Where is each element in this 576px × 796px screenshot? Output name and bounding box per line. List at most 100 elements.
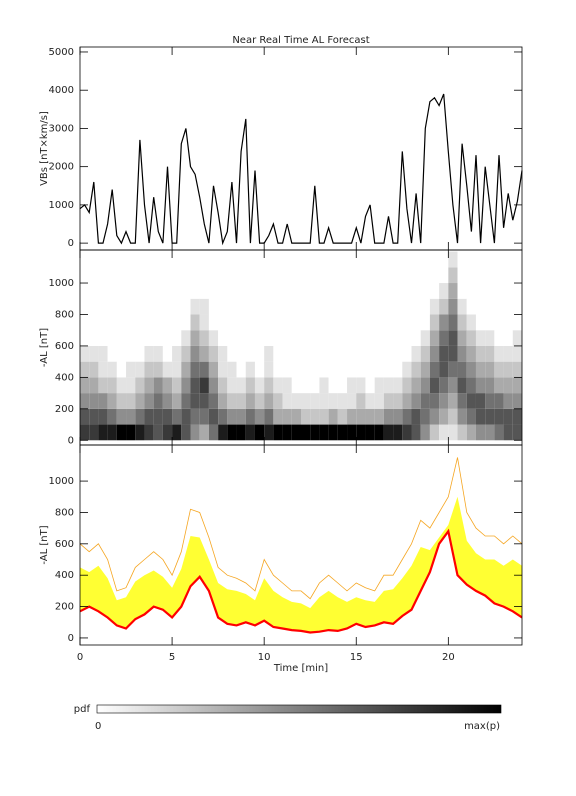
y-tick-label: 0 [68,633,74,644]
pdf-cell [80,251,90,268]
pdf-cell [402,251,412,268]
pdf-cell [254,408,265,425]
pdf-cell [365,408,375,425]
pdf-cell [199,298,209,315]
pdf-cell [457,314,467,331]
pdf-cell [208,393,219,409]
forecast-band [80,496,522,633]
pdf-cell [181,361,191,378]
pdf-cell [116,251,127,268]
pdf-cell [89,298,99,315]
pdf-cell [503,408,513,425]
pdf-cell [172,393,182,409]
pdf-cell [393,314,403,331]
panel [80,251,522,441]
pdf-cell [89,314,99,331]
pdf-cell [475,251,486,268]
pdf-cell [208,361,219,378]
pdf-cell [328,361,338,378]
pdf-cell [190,314,200,331]
pdf-cell [319,377,329,394]
pdf-cell [218,314,228,331]
pdf-cell [218,424,228,441]
pdf-cell [393,330,403,346]
pdf-cell [116,377,127,394]
colorbar-max: max(p) [464,721,500,732]
pdf-cell [98,424,108,441]
pdf-cell [227,424,237,441]
pdf-cell [282,393,292,409]
pdf-cell [457,361,467,378]
pdf-cell [448,267,458,284]
pdf-cell [144,251,154,268]
y-tick-label: 200 [55,602,74,613]
pdf-cell [80,393,90,409]
pdf-cell [291,298,301,315]
pdf-cell [374,424,384,441]
pdf-cell [356,345,366,362]
pdf-cell [162,267,173,284]
pdf-cell [420,330,430,346]
pdf-cell [429,393,440,409]
pdf-cell [144,377,154,394]
pdf-cell [107,283,117,299]
pdf-cell [282,314,292,331]
pdf-cell [466,408,476,425]
pdf-cell [466,251,476,268]
pdf-cell [135,361,145,378]
pdf-cell [273,408,283,425]
pdf-cell [448,330,458,346]
pdf-cell [374,361,384,378]
y-axis-label: VBs [nT×km/s] [39,111,50,186]
pdf-cell [172,283,182,299]
pdf-cell [80,424,90,441]
pdf-cell [439,424,449,441]
pdf-cell [245,408,255,425]
pdf-cell [365,314,375,331]
pdf-cell [291,330,301,346]
pdf-cell [135,283,145,299]
pdf-cell [383,408,394,425]
chart-title: Near Real Time AL Forecast [232,35,369,46]
pdf-cell [282,283,292,299]
pdf-cell [181,314,191,331]
pdf-cell [356,298,366,315]
pdf-cell [393,298,403,315]
pdf-cell [393,345,403,362]
pdf-cell [190,330,200,346]
pdf-cell [347,267,357,284]
pdf-cell [282,330,292,346]
pdf-cell [126,314,136,331]
pdf-cell [457,251,467,268]
pdf-cell [439,377,449,394]
pdf-cell [172,314,182,331]
pdf-cell [153,393,163,409]
pdf-cell [393,424,403,441]
pdf-cell [337,424,348,441]
pdf-cell [503,424,513,441]
pdf-cell [282,408,292,425]
pdf-cell [190,298,200,315]
pdf-cell [475,345,486,362]
pdf-cell [383,314,394,331]
pdf-cell [494,377,504,394]
pdf-cell [264,408,274,425]
pdf-cell [383,283,394,299]
pdf-cell [153,330,163,346]
pdf-cell [475,393,486,409]
pdf-cell [310,377,320,394]
pdf-cell [494,330,504,346]
pdf-cell [374,330,384,346]
pdf-cell [236,283,246,299]
pdf-cell [273,377,283,394]
pdf-cell [89,345,99,362]
pdf-cell [439,314,449,331]
pdf-cell [254,361,265,378]
pdf-cell [503,298,513,315]
pdf-cell [181,377,191,394]
pdf-cell [291,377,301,394]
pdf-cell [227,314,237,331]
pdf-cell [80,377,90,394]
pdf-cell [420,283,430,299]
pdf-cell [144,345,154,362]
